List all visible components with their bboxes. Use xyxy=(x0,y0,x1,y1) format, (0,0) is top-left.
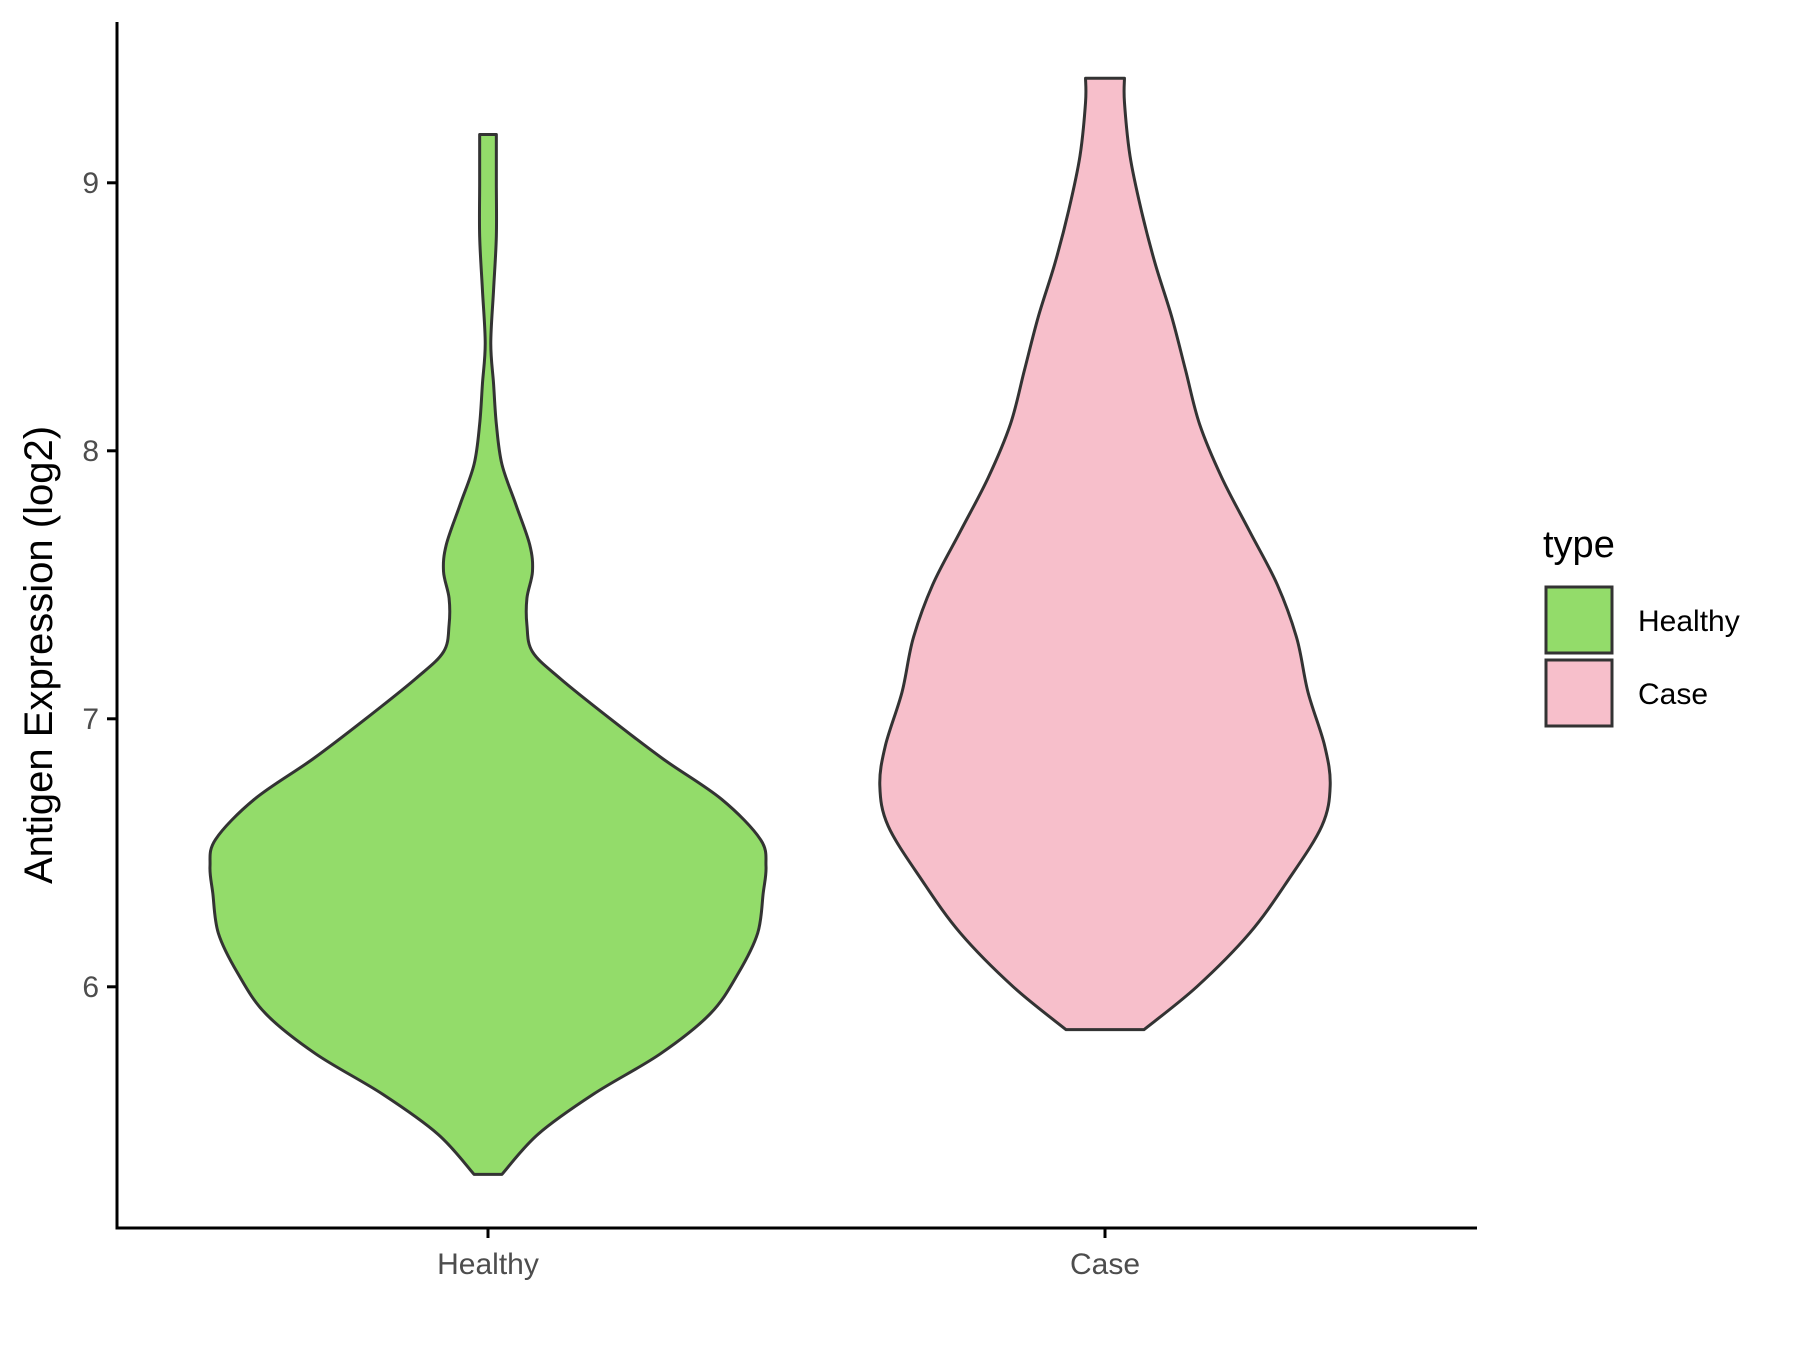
y-tick-label: 9 xyxy=(82,167,99,200)
x-tick-label: Healthy xyxy=(437,1248,539,1281)
axes-layer xyxy=(115,22,1477,1230)
y-tick-label: 6 xyxy=(82,971,99,1004)
x-tick-label: Case xyxy=(1070,1248,1140,1281)
legend: type Healthy Case xyxy=(1543,524,1740,728)
y-tick-label: 7 xyxy=(82,703,99,736)
violins-layer xyxy=(208,76,1332,1176)
legend-items: Healthy Case xyxy=(1544,585,1740,728)
violin-healthy xyxy=(208,133,768,1176)
legend-title: type xyxy=(1543,524,1615,566)
x-ticks: Healthy Case xyxy=(437,1228,1140,1281)
legend-key-healthy xyxy=(1544,585,1614,655)
legend-key-case xyxy=(1544,658,1614,728)
y-tick-label: 8 xyxy=(82,435,99,468)
y-ticks: 6 7 8 9 xyxy=(82,167,117,1004)
y-axis-title: Antigen Expression (log2) xyxy=(17,426,61,884)
violin-case xyxy=(878,76,1332,1032)
legend-label-case: Case xyxy=(1638,678,1708,711)
legend-label-healthy: Healthy xyxy=(1638,605,1740,638)
